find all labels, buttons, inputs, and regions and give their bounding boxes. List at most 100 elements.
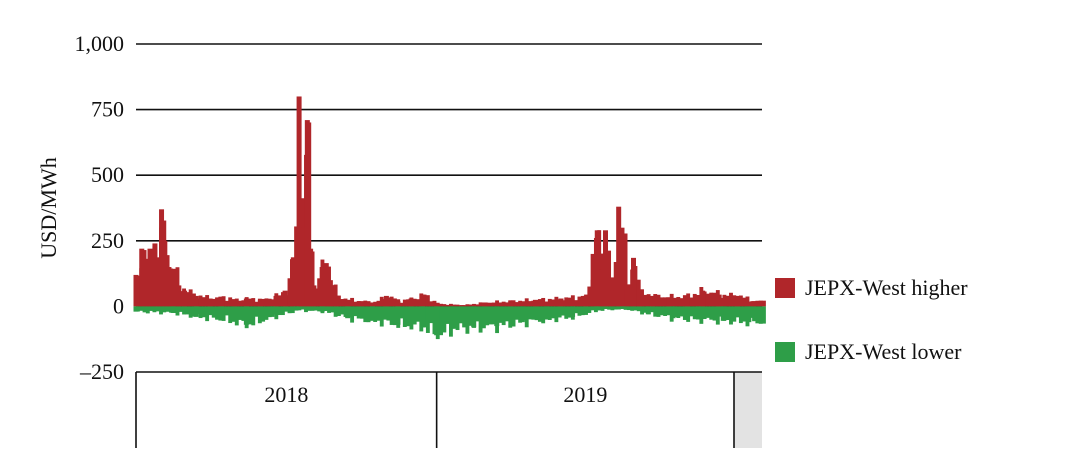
bar-higher <box>376 300 381 307</box>
bar-higher <box>412 298 417 307</box>
bar-lower <box>284 306 289 312</box>
bar-lower <box>735 306 740 318</box>
bar-lower <box>712 306 717 321</box>
bar-higher <box>673 297 677 307</box>
bar-higher <box>692 293 697 307</box>
bar-higher <box>624 285 630 307</box>
bar-lower <box>630 306 635 311</box>
bar-lower <box>369 306 375 321</box>
bar-higher <box>251 298 256 307</box>
bar-higher <box>598 269 604 307</box>
bar-higher <box>402 299 407 307</box>
bar-higher <box>637 293 643 307</box>
bar-higher <box>238 300 243 307</box>
bar-higher <box>528 301 532 307</box>
bar-lower <box>679 306 684 317</box>
bar-lower <box>755 306 760 324</box>
bar-lower <box>304 306 308 313</box>
bar-lower <box>709 306 714 320</box>
x-group-label: 2019 <box>563 382 607 407</box>
bar-lower <box>537 306 542 322</box>
bar-lower <box>310 306 315 311</box>
bar-higher <box>296 96 302 307</box>
bar-higher <box>345 299 351 307</box>
bar-lower <box>360 306 364 319</box>
bar-lower <box>481 306 486 329</box>
bar-higher <box>408 298 414 307</box>
bar-higher <box>725 295 730 307</box>
bar-lower <box>319 306 325 312</box>
bar-lower <box>564 306 569 319</box>
legend-item-lower: JEPX-West lower <box>775 339 961 365</box>
bar-higher <box>273 295 279 307</box>
bar-higher <box>537 299 542 307</box>
bar-higher <box>603 230 608 307</box>
bar-lower <box>274 306 279 320</box>
bar-lower <box>640 306 644 315</box>
bar-higher <box>558 298 564 307</box>
bar-higher <box>459 305 465 307</box>
bar-lower <box>610 306 615 311</box>
bar-lower <box>524 306 529 328</box>
bar-lower <box>752 306 756 322</box>
bar-lower <box>742 306 747 322</box>
legend-label-higher: JEPX-West higher <box>805 275 968 300</box>
bar-lower <box>534 306 539 321</box>
bar-lower <box>702 306 707 320</box>
bar-higher <box>547 298 552 307</box>
bar-lower <box>458 306 463 324</box>
bar-lower <box>471 306 477 328</box>
x-axis-shaded-period <box>734 372 762 448</box>
bar-lower <box>547 306 552 320</box>
bar-lower <box>215 306 219 320</box>
bar-lower <box>231 306 236 322</box>
bar-lower <box>478 306 483 333</box>
bar-higher <box>336 295 341 307</box>
bar-higher <box>745 296 750 307</box>
bar-higher <box>663 297 668 307</box>
bar-higher <box>465 304 470 307</box>
bar-higher <box>257 299 263 307</box>
bar-higher <box>659 297 664 307</box>
bar-lower <box>494 306 500 327</box>
bar-lower <box>389 306 394 325</box>
bar-lower <box>383 306 387 320</box>
bar-higher <box>254 301 259 307</box>
bar-lower <box>327 306 331 313</box>
x-axis: 2018 2019 <box>135 371 762 448</box>
bar-lower <box>551 306 556 319</box>
bar-higher <box>429 301 434 307</box>
bar-higher <box>299 227 305 307</box>
bar-higher <box>241 300 246 307</box>
bar-higher <box>277 295 282 307</box>
bar-higher <box>452 304 457 307</box>
series-lower <box>133 306 766 340</box>
bar-lower <box>666 306 671 316</box>
bar-higher <box>482 302 488 307</box>
y-axis-title: USD/MWh <box>36 157 61 258</box>
bar-lower <box>261 306 266 322</box>
bar-lower <box>175 306 180 316</box>
bar-higher <box>185 292 190 307</box>
bar-higher <box>198 295 203 307</box>
bar-higher <box>395 301 401 307</box>
bar-higher <box>554 296 559 307</box>
bar-lower <box>600 306 605 311</box>
bar-lower <box>149 306 154 311</box>
bar-lower <box>594 306 600 311</box>
bar-lower <box>241 306 246 321</box>
bar-lower <box>345 306 351 319</box>
bar-lower <box>462 306 467 328</box>
bar-lower <box>584 306 588 315</box>
bar-lower <box>238 306 243 320</box>
bar-lower <box>251 306 256 326</box>
bar-lower <box>557 306 562 318</box>
bar-lower <box>508 306 513 328</box>
bar-lower <box>689 306 694 317</box>
bar-higher <box>505 302 509 307</box>
bar-lower <box>670 306 676 319</box>
bar-higher <box>193 295 199 307</box>
bar-lower <box>528 306 532 320</box>
bar-lower <box>376 306 381 321</box>
bar-higher <box>425 295 430 307</box>
